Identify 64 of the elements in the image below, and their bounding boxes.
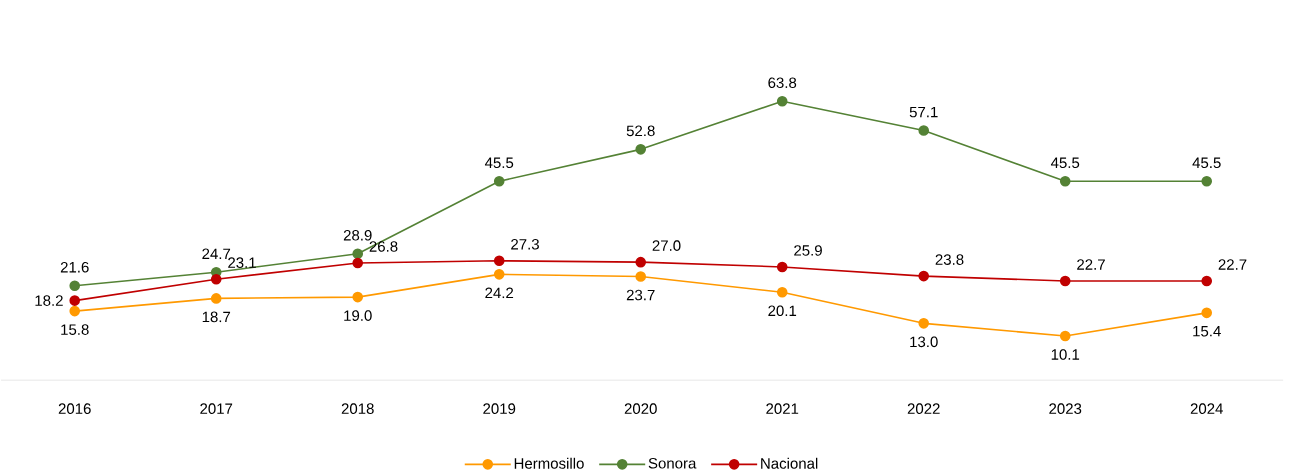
data-label: 10.1 <box>1051 349 1080 360</box>
point <box>918 270 930 282</box>
data-label: 52.8 <box>626 125 655 137</box>
point <box>352 291 364 303</box>
x-tick-label: 2023 <box>1049 403 1082 415</box>
legend-label: Sonora <box>648 458 697 469</box>
data-label: 22.7 <box>1218 259 1247 270</box>
point <box>69 305 81 317</box>
point <box>1201 275 1213 287</box>
point <box>210 273 222 285</box>
point <box>69 280 81 292</box>
data-label: 22.7 <box>1077 259 1105 270</box>
data-label: 25.9 <box>794 245 822 256</box>
data-label: 24.2 <box>485 287 514 299</box>
data-label: 23.8 <box>935 254 964 265</box>
point <box>776 261 788 273</box>
point <box>210 293 222 304</box>
data-label: 21.6 <box>60 261 89 273</box>
data-label: 45.5 <box>484 157 514 169</box>
point <box>1059 330 1071 342</box>
point <box>352 248 364 260</box>
point <box>1201 307 1213 319</box>
legend-label: Hermosillo <box>514 457 584 469</box>
x-tick-label: 2022 <box>907 403 940 415</box>
data-label: 18.7 <box>202 311 231 323</box>
data-label: 23.1 <box>228 257 256 269</box>
point <box>352 257 364 269</box>
point <box>493 255 505 267</box>
x-tick-label: 2019 <box>483 403 516 415</box>
point <box>918 318 930 329</box>
point <box>635 271 647 282</box>
legend-label: Nacional <box>761 457 818 469</box>
x-tick-label: 2024 <box>1190 403 1223 415</box>
data-label: 27.3 <box>511 239 539 250</box>
point <box>776 287 788 298</box>
x-tick-label: 2017 <box>200 403 233 415</box>
data-label: 57.1 <box>909 106 938 118</box>
x-tick-label: 2020 <box>624 403 657 415</box>
point <box>1059 176 1071 187</box>
data-label: 63.8 <box>768 77 797 89</box>
x-tick-label: 2021 <box>766 403 799 415</box>
data-label: 45.5 <box>1192 157 1221 169</box>
x-tick-label: 2018 <box>341 403 374 415</box>
data-label: 13.0 <box>910 336 938 348</box>
data-label: 27.0 <box>652 240 681 251</box>
point <box>776 96 788 107</box>
data-label: 18.2 <box>35 295 63 306</box>
point <box>1059 275 1071 287</box>
data-label: 23.7 <box>626 289 655 301</box>
data-label: 19.0 <box>344 310 372 321</box>
data-label: 26.8 <box>369 241 398 252</box>
data-label: 28.9 <box>343 230 372 241</box>
point <box>69 295 81 306</box>
data-label: 15.4 <box>1193 326 1221 337</box>
data-label: 45.5 <box>1050 157 1080 169</box>
data-label: 20.1 <box>768 305 797 317</box>
data-label: 15.8 <box>61 324 89 335</box>
x-tick-label: 2016 <box>58 403 91 415</box>
point <box>635 144 647 155</box>
point <box>493 269 505 280</box>
point <box>1201 176 1213 187</box>
point <box>918 125 930 136</box>
point <box>635 256 647 268</box>
point <box>493 176 505 187</box>
